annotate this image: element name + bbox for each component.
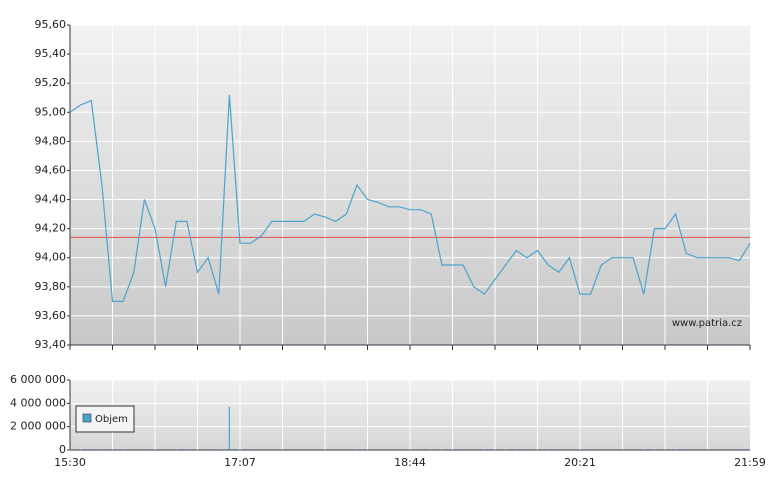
volume-bar <box>228 406 230 450</box>
y-tick-label: 4 000 000 <box>10 396 66 409</box>
volume-bar <box>239 449 241 450</box>
volume-bar <box>69 449 71 450</box>
y-tick-label: 95,20 <box>35 76 67 89</box>
y-tick-label: 95,60 <box>35 18 67 31</box>
x-tick-label: 20:21 <box>564 456 596 469</box>
x-tick-label: 21:59 <box>734 456 766 469</box>
legend-label: Objem <box>95 414 128 425</box>
y-tick-label: 2 000 000 <box>10 420 66 433</box>
legend: Objem <box>75 405 135 433</box>
y-tick-label: 94,40 <box>35 193 67 206</box>
y-tick-label: 6 000 000 <box>10 373 66 386</box>
y-tick-label: 0 <box>59 443 66 456</box>
y-tick-label: 94,20 <box>35 222 67 235</box>
x-tick-label: 17:07 <box>224 456 256 469</box>
y-tick-label: 94,60 <box>35 163 67 176</box>
y-tick-label: 94,00 <box>35 251 67 264</box>
y-tick-label: 93,40 <box>35 338 67 351</box>
y-tick-label: 95,40 <box>35 47 67 60</box>
volume-bar <box>111 449 114 450</box>
price-line <box>69 94 751 302</box>
volume-bar <box>101 449 103 450</box>
y-tick-label: 95,00 <box>35 105 67 118</box>
legend-swatch <box>82 413 92 423</box>
y-tick-label: 94,80 <box>35 134 67 147</box>
volume-bar <box>494 449 496 450</box>
x-tick-label: 18:44 <box>394 456 426 469</box>
volume-bar <box>186 449 188 450</box>
volume-bar <box>749 449 751 450</box>
y-tick-label: 93,60 <box>35 309 67 322</box>
watermark: www.patria.cz <box>672 318 742 329</box>
x-tick-label: 15:30 <box>54 456 86 469</box>
y-tick-label: 93,80 <box>35 280 67 293</box>
